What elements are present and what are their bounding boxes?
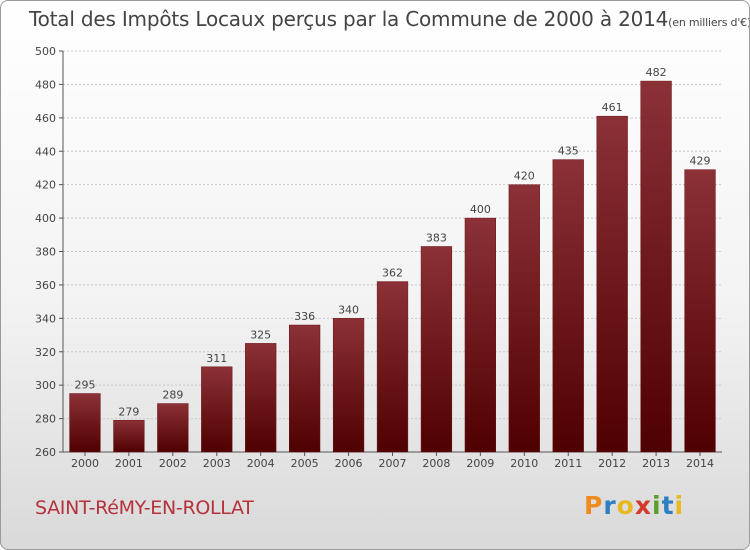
x-tick-label-2003: 2003	[203, 457, 231, 470]
x-tick-label-2004: 2004	[247, 457, 275, 470]
bar-2010[interactable]	[508, 184, 540, 453]
x-tick-label-2006: 2006	[335, 457, 363, 470]
axes: 260 280 300 320 340 360 380 400 420 440 460 480 500 2…	[35, 45, 722, 470]
data-label-2002: 289	[162, 389, 183, 402]
y-tick-label: 300	[35, 379, 56, 392]
y-tick-label: 380	[35, 246, 56, 259]
y-tick-label: 360	[35, 279, 56, 292]
x-tick-label-2011: 2011	[554, 457, 582, 470]
data-label-2008: 383	[426, 231, 447, 244]
data-label-2006: 340	[338, 303, 359, 316]
data-label-2013: 482	[646, 66, 667, 79]
data-label-2010: 420	[514, 170, 535, 183]
bar-2001[interactable]	[113, 420, 145, 453]
data-label-2004: 325	[250, 328, 271, 341]
x-tick-label-2012: 2012	[598, 457, 626, 470]
bar-2012[interactable]	[596, 115, 628, 453]
bar-2004[interactable]	[245, 343, 277, 453]
bar-2005[interactable]	[289, 324, 321, 453]
data-label-2005: 336	[294, 310, 315, 323]
bar-2003[interactable]	[201, 366, 233, 453]
y-tick-label: 460	[35, 112, 56, 125]
logo-letter: i	[652, 491, 662, 520]
data-label-2012: 461	[602, 101, 623, 114]
chart-title: Total des Impôts Locaux perçus par la Co…	[29, 7, 750, 31]
bar-2000[interactable]	[69, 393, 101, 453]
x-tick-label-2014: 2014	[686, 457, 714, 470]
x-tick-label-2001: 2001	[115, 457, 143, 470]
chart-unit: (en milliers d'€)	[668, 16, 750, 29]
chart-title-text: Total des Impôts Locaux perçus par la Co…	[29, 7, 669, 31]
y-tick-label: 500	[35, 45, 56, 58]
y-tick-label: 400	[35, 212, 56, 225]
data-label-2011: 435	[558, 145, 579, 158]
x-tick-label-2008: 2008	[422, 457, 450, 470]
logo-letter: P	[584, 491, 604, 520]
commune-name: SAINT-RéMY-EN-ROLLAT	[35, 497, 254, 519]
bar-2008[interactable]	[420, 246, 453, 453]
bar-2009[interactable]	[464, 217, 496, 453]
y-tick-label: 320	[35, 346, 56, 359]
logo-letter: t	[661, 491, 675, 520]
x-tick-label-2005: 2005	[291, 457, 319, 470]
logo-letter: r	[603, 491, 617, 520]
y-tick-label: 440	[35, 145, 56, 158]
data-label-2014: 429	[690, 155, 711, 168]
bar-2014[interactable]	[684, 169, 716, 453]
logo-letter: x	[634, 491, 652, 520]
bar-2006[interactable]	[332, 318, 365, 453]
x-tick-label-2000: 2000	[71, 457, 99, 470]
x-tick-label-2010: 2010	[510, 457, 538, 470]
data-labels: 295 279 289 311 325 336 340 362 383 400 420 435 461 4…	[74, 66, 710, 418]
x-tick-label-2002: 2002	[159, 457, 187, 470]
x-tick-label-2009: 2009	[466, 457, 494, 470]
logo-letter: i	[674, 491, 685, 520]
y-tick-label: 480	[35, 78, 56, 91]
y-tick-label: 280	[35, 413, 56, 426]
data-label-2000: 295	[74, 379, 95, 392]
data-label-2009: 400	[470, 203, 491, 216]
bar-2013[interactable]	[640, 80, 672, 453]
bar-2007[interactable]	[376, 281, 409, 453]
y-tick-label: 260	[35, 446, 56, 459]
bar-2002[interactable]	[157, 403, 189, 453]
x-tick-label-2007: 2007	[379, 457, 407, 470]
bar-2011[interactable]	[552, 159, 584, 453]
data-label-2001: 279	[118, 405, 139, 418]
y-tick-label: 420	[35, 179, 56, 192]
logo-letter: o	[616, 491, 635, 520]
data-label-2007: 362	[382, 267, 403, 280]
proxiti-logo[interactable]: Proxiti	[584, 491, 684, 520]
data-label-2003: 311	[206, 352, 227, 365]
y-tick-label: 340	[35, 312, 56, 325]
bars	[69, 80, 716, 453]
x-tick-label-2013: 2013	[642, 457, 670, 470]
